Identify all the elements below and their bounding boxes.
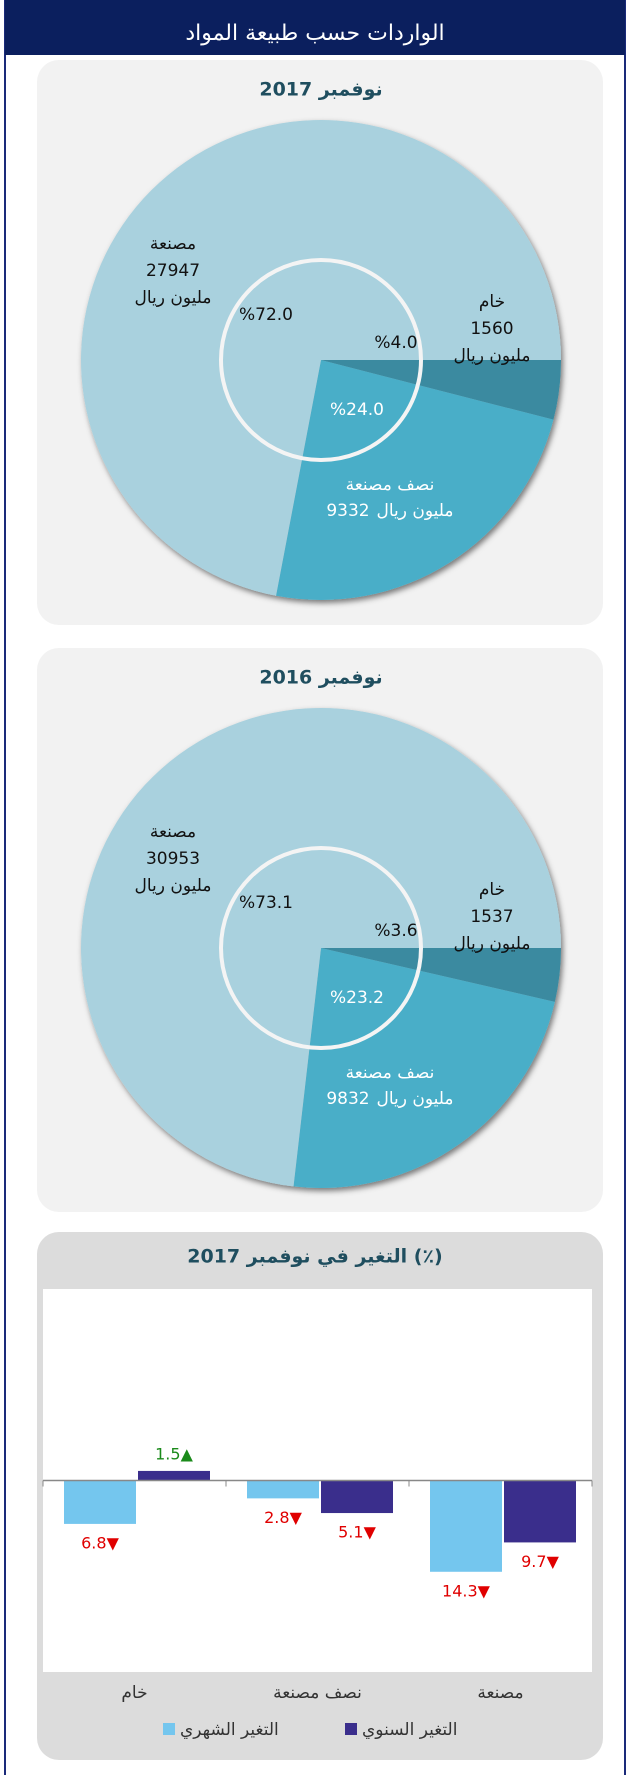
bar — [321, 1480, 393, 1514]
unit-label: مليون ريال — [376, 501, 453, 521]
category-label: مصنعة — [150, 822, 196, 842]
category-label: مصنعة — [150, 234, 196, 254]
chart-title: نوفمبر 2016 — [259, 667, 382, 689]
unit-label: مليون ريال — [134, 288, 211, 308]
pct-label: %3.6 — [374, 921, 417, 941]
amount-label: 27947 — [146, 261, 200, 281]
pie-slice — [276, 360, 554, 600]
amount-label: 9832 — [326, 1089, 369, 1109]
bar — [247, 1480, 319, 1499]
bar — [64, 1480, 136, 1524]
pie-slice — [81, 708, 561, 1187]
bar — [504, 1480, 576, 1543]
value-label: 1.5▲ — [155, 1444, 193, 1463]
inner-ring — [219, 846, 423, 1050]
pie — [81, 708, 561, 1188]
amount-label: 1560 — [470, 319, 513, 339]
category-label: خام — [479, 880, 505, 900]
x-tick-label: مصنعة — [477, 1683, 523, 1703]
chart-title: نوفمبر 2017 — [259, 79, 382, 101]
pie-slice — [293, 948, 555, 1188]
bar — [138, 1470, 210, 1481]
unit-label: مليون ريال — [134, 876, 211, 896]
unit-label: مليون ريال — [453, 934, 530, 954]
value-label: 5.1▼ — [338, 1523, 376, 1542]
header-bar — [5, 0, 625, 55]
inner-ring — [219, 258, 423, 462]
x-tick-label: خام — [121, 1683, 147, 1703]
pct-label: %72.0 — [239, 305, 293, 325]
pct-label: %4.0 — [374, 333, 417, 353]
pie — [81, 120, 561, 600]
legend-swatch — [345, 1723, 357, 1735]
value-label: 9.7▼ — [521, 1552, 559, 1571]
pie-slice — [321, 360, 561, 420]
x-tick-label: نصف مصنعة — [273, 1683, 362, 1703]
amount-label: 1537 — [470, 907, 513, 927]
value-label: 6.8▼ — [81, 1533, 119, 1552]
bar — [430, 1480, 502, 1572]
pie-slice — [321, 948, 561, 1002]
unit-label: مليون ريال — [376, 1089, 453, 1109]
category-label: نصف مصنعة — [346, 1063, 435, 1083]
amount-label: 30953 — [146, 849, 200, 869]
pct-label: %24.0 — [330, 400, 384, 420]
chart-title: التغير في نوفمبر 2017 (٪) — [187, 1246, 443, 1268]
value-label: 2.8▼ — [264, 1508, 302, 1527]
unit-label: مليون ريال — [453, 346, 530, 366]
value-label: 14.3▼ — [442, 1581, 491, 1600]
pct-label: %23.2 — [330, 988, 384, 1008]
legend-label: التغير السنوي — [362, 1720, 457, 1740]
pct-label: %73.1 — [239, 893, 293, 913]
category-label: خام — [479, 292, 505, 312]
legend-label: التغير الشهري — [180, 1720, 279, 1740]
category-label: نصف مصنعة — [346, 475, 435, 495]
header-title: الواردات حسب طبيعة المواد — [185, 21, 444, 46]
legend-swatch — [163, 1723, 175, 1735]
amount-label: 9332 — [326, 501, 369, 521]
pie-slice — [81, 120, 561, 596]
